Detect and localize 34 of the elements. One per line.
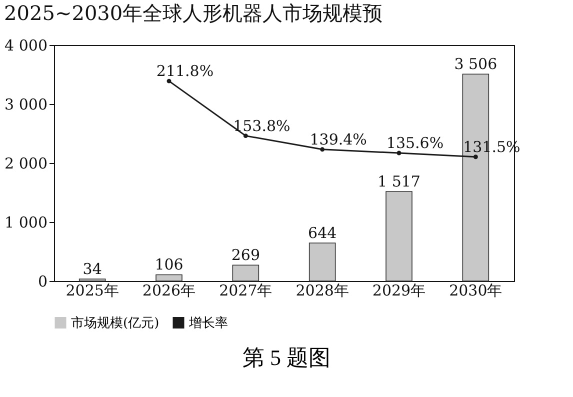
data-label: 139.4%: [310, 130, 367, 148]
data-label: 644: [308, 224, 337, 242]
x-tick-label: 2027年: [219, 282, 272, 300]
bar: [308, 242, 336, 282]
bar: [78, 278, 106, 282]
data-label: 135.6%: [386, 134, 444, 152]
y-tick-label: 1 000: [4, 214, 48, 232]
y-tick-label: 0: [38, 272, 48, 290]
bar: [232, 264, 260, 282]
y-tick-label: 2 000: [4, 154, 48, 172]
point: [243, 134, 248, 138]
chart-title: 2025~2030年全球人形机器人市场规模预: [4, 1, 383, 25]
bar: [156, 274, 182, 282]
x-tick-label: 2025年: [66, 282, 119, 300]
text: 第 5 题图: [242, 344, 332, 372]
data-label: 1 517: [378, 172, 420, 190]
x-tick-label: 2026年: [142, 282, 196, 300]
x-tick-label: 2030年: [449, 282, 502, 300]
bar: [386, 191, 412, 282]
data-label: 34: [82, 260, 102, 278]
point: [396, 150, 402, 156]
data-label: 269: [231, 246, 260, 264]
y-tick-label: 3 000: [4, 96, 48, 114]
data-label: 3 506: [454, 55, 498, 74]
legend-label: 增长率: [188, 314, 228, 331]
point: [320, 147, 325, 152]
data-label: 153.8%: [233, 116, 290, 135]
legend-label: 市场规模(亿元): [71, 316, 160, 331]
y-tick-label: 4 000: [4, 36, 48, 54]
point: [166, 78, 172, 84]
x-tick-label: 2029年: [372, 282, 426, 300]
data-label: 106: [154, 256, 184, 274]
data-label: 211.8%: [156, 62, 214, 80]
x-tick-label: 2028年: [296, 282, 349, 300]
